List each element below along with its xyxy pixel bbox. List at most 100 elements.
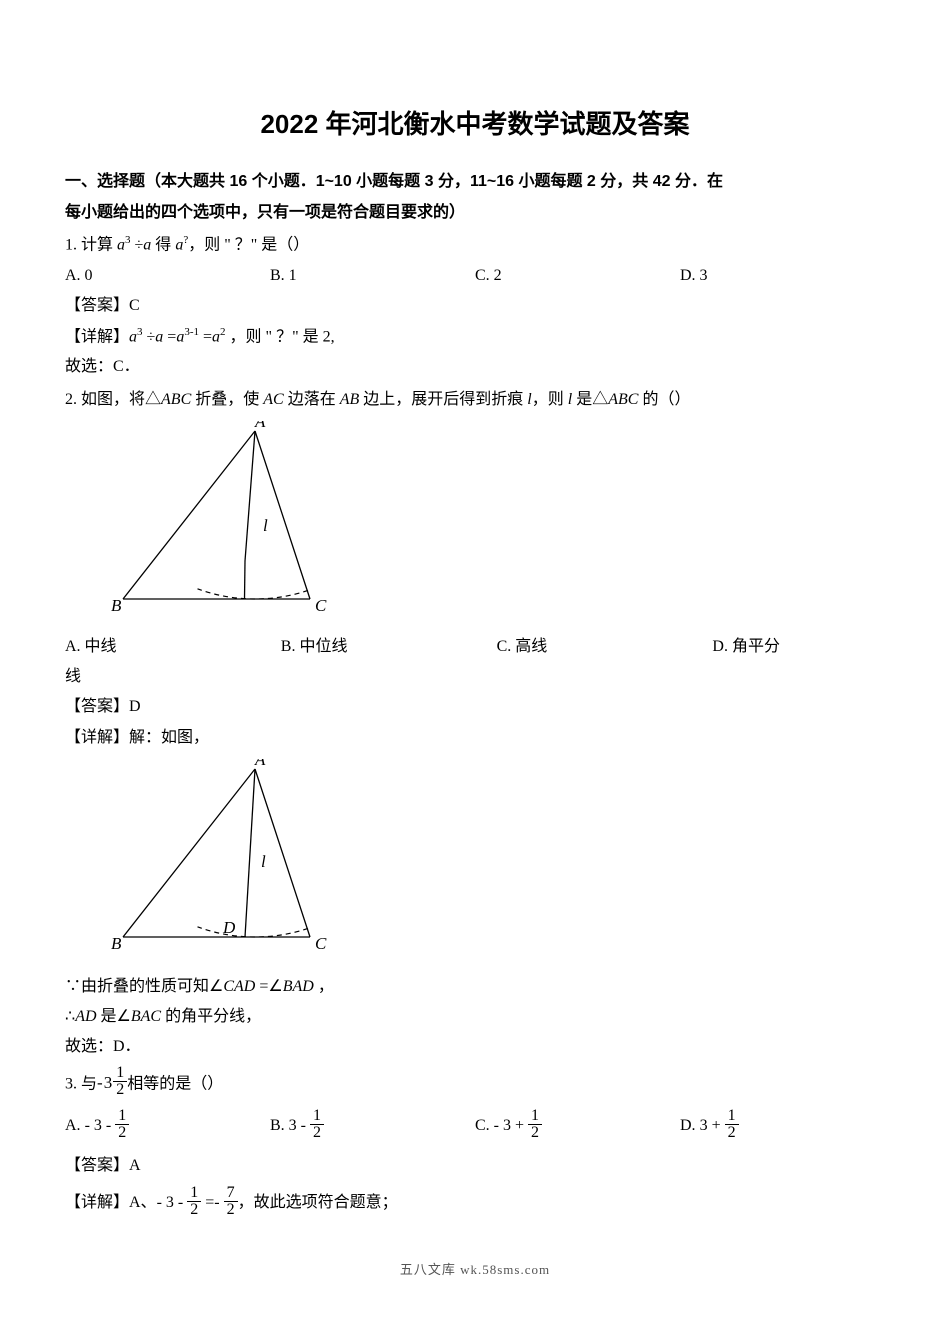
section-heading: 一、选择题（本大题共 16 个小题．1~10 小题每题 3 分，11~16 小题… — [65, 167, 885, 228]
q1-exdiv: ÷ — [143, 328, 156, 345]
svg-text:D: D — [222, 918, 236, 937]
q2-conc2: ∴AD 是∠BAC 的角平分线， — [65, 1002, 885, 1032]
page-footer: 五八文库 wk.58sms.com — [65, 1258, 885, 1283]
page-title: 2022 年河北衡水中考数学试题及答案 — [65, 100, 885, 149]
q3-whole: 3 — [104, 1067, 113, 1099]
q2-opt-c: C. 高线 — [497, 632, 713, 662]
q3-ex-neg: - — [214, 1194, 223, 1211]
q1-ex2: a — [155, 328, 167, 345]
q2-c1-ang: ∠ — [209, 978, 223, 995]
q3a-l: - 3 - — [85, 1117, 116, 1134]
q1-explain: 【详解】a3 ÷a =a3-1 =a2 ，则 " ？" 是 2, — [65, 322, 885, 353]
q1-explain-pre: 【详解】 — [65, 328, 129, 345]
q3-den: 2 — [113, 1081, 127, 1098]
triangle-fold-diagram2: ABCDl — [105, 759, 335, 954]
q2-abc2: ABC — [608, 391, 638, 408]
q1-opt-c: C. 2 — [475, 261, 680, 291]
q1-options: A. 0 B. 1 C. 2 D. 3 — [65, 261, 885, 291]
svg-text:B: B — [111, 596, 122, 615]
q2-c2-bac: BAC — [131, 1008, 161, 1025]
svg-text:l: l — [261, 852, 266, 871]
q2-c1-cad: CAD — [223, 978, 255, 995]
q3a-num: 1 — [115, 1108, 129, 1124]
q2-ac: AC — [263, 391, 283, 408]
q3b-pre: B. — [270, 1117, 289, 1134]
q1-stem: 1. 计算 a3 ÷a 得 a?，则 " ？" 是（） — [65, 230, 885, 261]
q1-div: ÷ — [131, 237, 144, 254]
q1-a3: a — [117, 237, 125, 254]
q2-abc1: ABC — [161, 391, 191, 408]
q3-ex-f1: 12 — [187, 1185, 201, 1218]
q3-ex-d1: 2 — [187, 1201, 201, 1218]
q2-c1-eq: = — [255, 978, 268, 995]
q3-stem: 3. 与-312相等的是（） — [65, 1067, 885, 1100]
q3-ex-pre: 【详解】A、 — [65, 1194, 157, 1211]
q2-stem: 2. 如图，将△ABC 折叠，使 AC 边落在 AB 边上，展开后得到折痕 l，… — [65, 385, 885, 415]
q2-m4: ，则 — [532, 391, 568, 408]
q3-ex-post: ，故此选项符合题意； — [238, 1194, 398, 1211]
q2-c1-ang2: ∠ — [268, 978, 282, 995]
q1-opt-b: B. 1 — [270, 261, 475, 291]
q2-explain: 【详解】解：如图， — [65, 723, 885, 753]
q3b-num: 1 — [310, 1108, 324, 1124]
q1-exeq: = — [167, 328, 176, 345]
q2-pre: 2. 如图，将△ — [65, 391, 161, 408]
q3c-den: 2 — [528, 1124, 542, 1141]
q3-ex-d2: 2 — [224, 1201, 238, 1218]
q2-conc1: ∵由折叠的性质可知∠CAD =∠BAD ， — [65, 972, 885, 1002]
q3-opt-a: A. - 3 - 12 — [65, 1110, 270, 1143]
q2-post: 的（） — [638, 391, 690, 408]
q2-opt-b: B. 中位线 — [281, 632, 497, 662]
q1-ex4: a — [212, 328, 220, 345]
q3-ex-n1: 1 — [187, 1185, 201, 1201]
q1-mid: 得 — [151, 237, 175, 254]
q2-ab: AB — [340, 391, 360, 408]
svg-text:B: B — [111, 934, 122, 953]
q3c-pre: C. — [475, 1117, 494, 1134]
q3-explain: 【详解】A、- 3 - 12 =- 72，故此选项符合题意； — [65, 1187, 885, 1220]
q2-m3: 边上，展开后得到折痕 — [359, 391, 527, 408]
q2-c2-pre: ∴ — [65, 1008, 75, 1025]
q3-frac: 12 — [113, 1065, 127, 1098]
svg-text:C: C — [315, 596, 327, 615]
q1-opt-d: D. 3 — [680, 261, 885, 291]
q3-num: 1 — [113, 1065, 127, 1081]
q3a-den: 2 — [115, 1124, 129, 1141]
q1-post: ，则 " ？" 是（） — [188, 237, 309, 254]
q3-mixed: -312 — [97, 1067, 127, 1100]
q1-pre: 1. 计算 — [65, 237, 117, 254]
q1-explain-post: ，则 " ？" 是 2, — [226, 328, 335, 345]
q3-pre: 3. 与 — [65, 1075, 97, 1092]
q3-ex-n2: 7 — [224, 1185, 238, 1201]
q2-m2: 边落在 — [284, 391, 340, 408]
q3-answer: 【答案】A — [65, 1151, 885, 1181]
q3d-l: 3 + — [700, 1117, 725, 1134]
q3-opt-d: D. 3 + 12 — [680, 1110, 885, 1143]
q2-c1-post: ， — [314, 978, 334, 995]
q2-m5: 是△ — [572, 391, 608, 408]
q3b-l: 3 - — [289, 1117, 310, 1134]
q3c-num: 1 — [528, 1108, 542, 1124]
q2-c1-bad: BAD — [283, 978, 314, 995]
q2-c2-ang: ∠ — [117, 1008, 131, 1025]
q3b-frac: 12 — [310, 1108, 324, 1141]
q1-ex3e: 3-1 — [184, 326, 199, 338]
section-line1: 一、选择题（本大题共 16 个小题．1~10 小题每题 3 分，11~16 小题… — [65, 173, 723, 190]
q3a-frac: 12 — [115, 1108, 129, 1141]
q3a-pre: A. — [65, 1117, 85, 1134]
q3-neg: - — [97, 1067, 103, 1099]
q2-c2-mid: 是 — [97, 1008, 117, 1025]
q3-post: 相等的是（） — [127, 1075, 223, 1092]
q1-ex1: a — [129, 328, 137, 345]
q3b-den: 2 — [310, 1124, 324, 1141]
q3c-l: - 3 + — [494, 1117, 528, 1134]
triangle-fold-diagram: ABCl — [105, 421, 335, 616]
q2-figure1: ABCl — [105, 421, 885, 627]
q3c-frac: 12 — [528, 1108, 542, 1141]
q3-ex-l: - 3 - — [157, 1194, 188, 1211]
svg-text:A: A — [254, 421, 266, 431]
svg-text:C: C — [315, 934, 327, 953]
q3-opt-c: C. - 3 + 12 — [475, 1110, 680, 1143]
q2-opt-a: A. 中线 — [65, 632, 281, 662]
q2-answer: 【答案】D — [65, 692, 885, 722]
